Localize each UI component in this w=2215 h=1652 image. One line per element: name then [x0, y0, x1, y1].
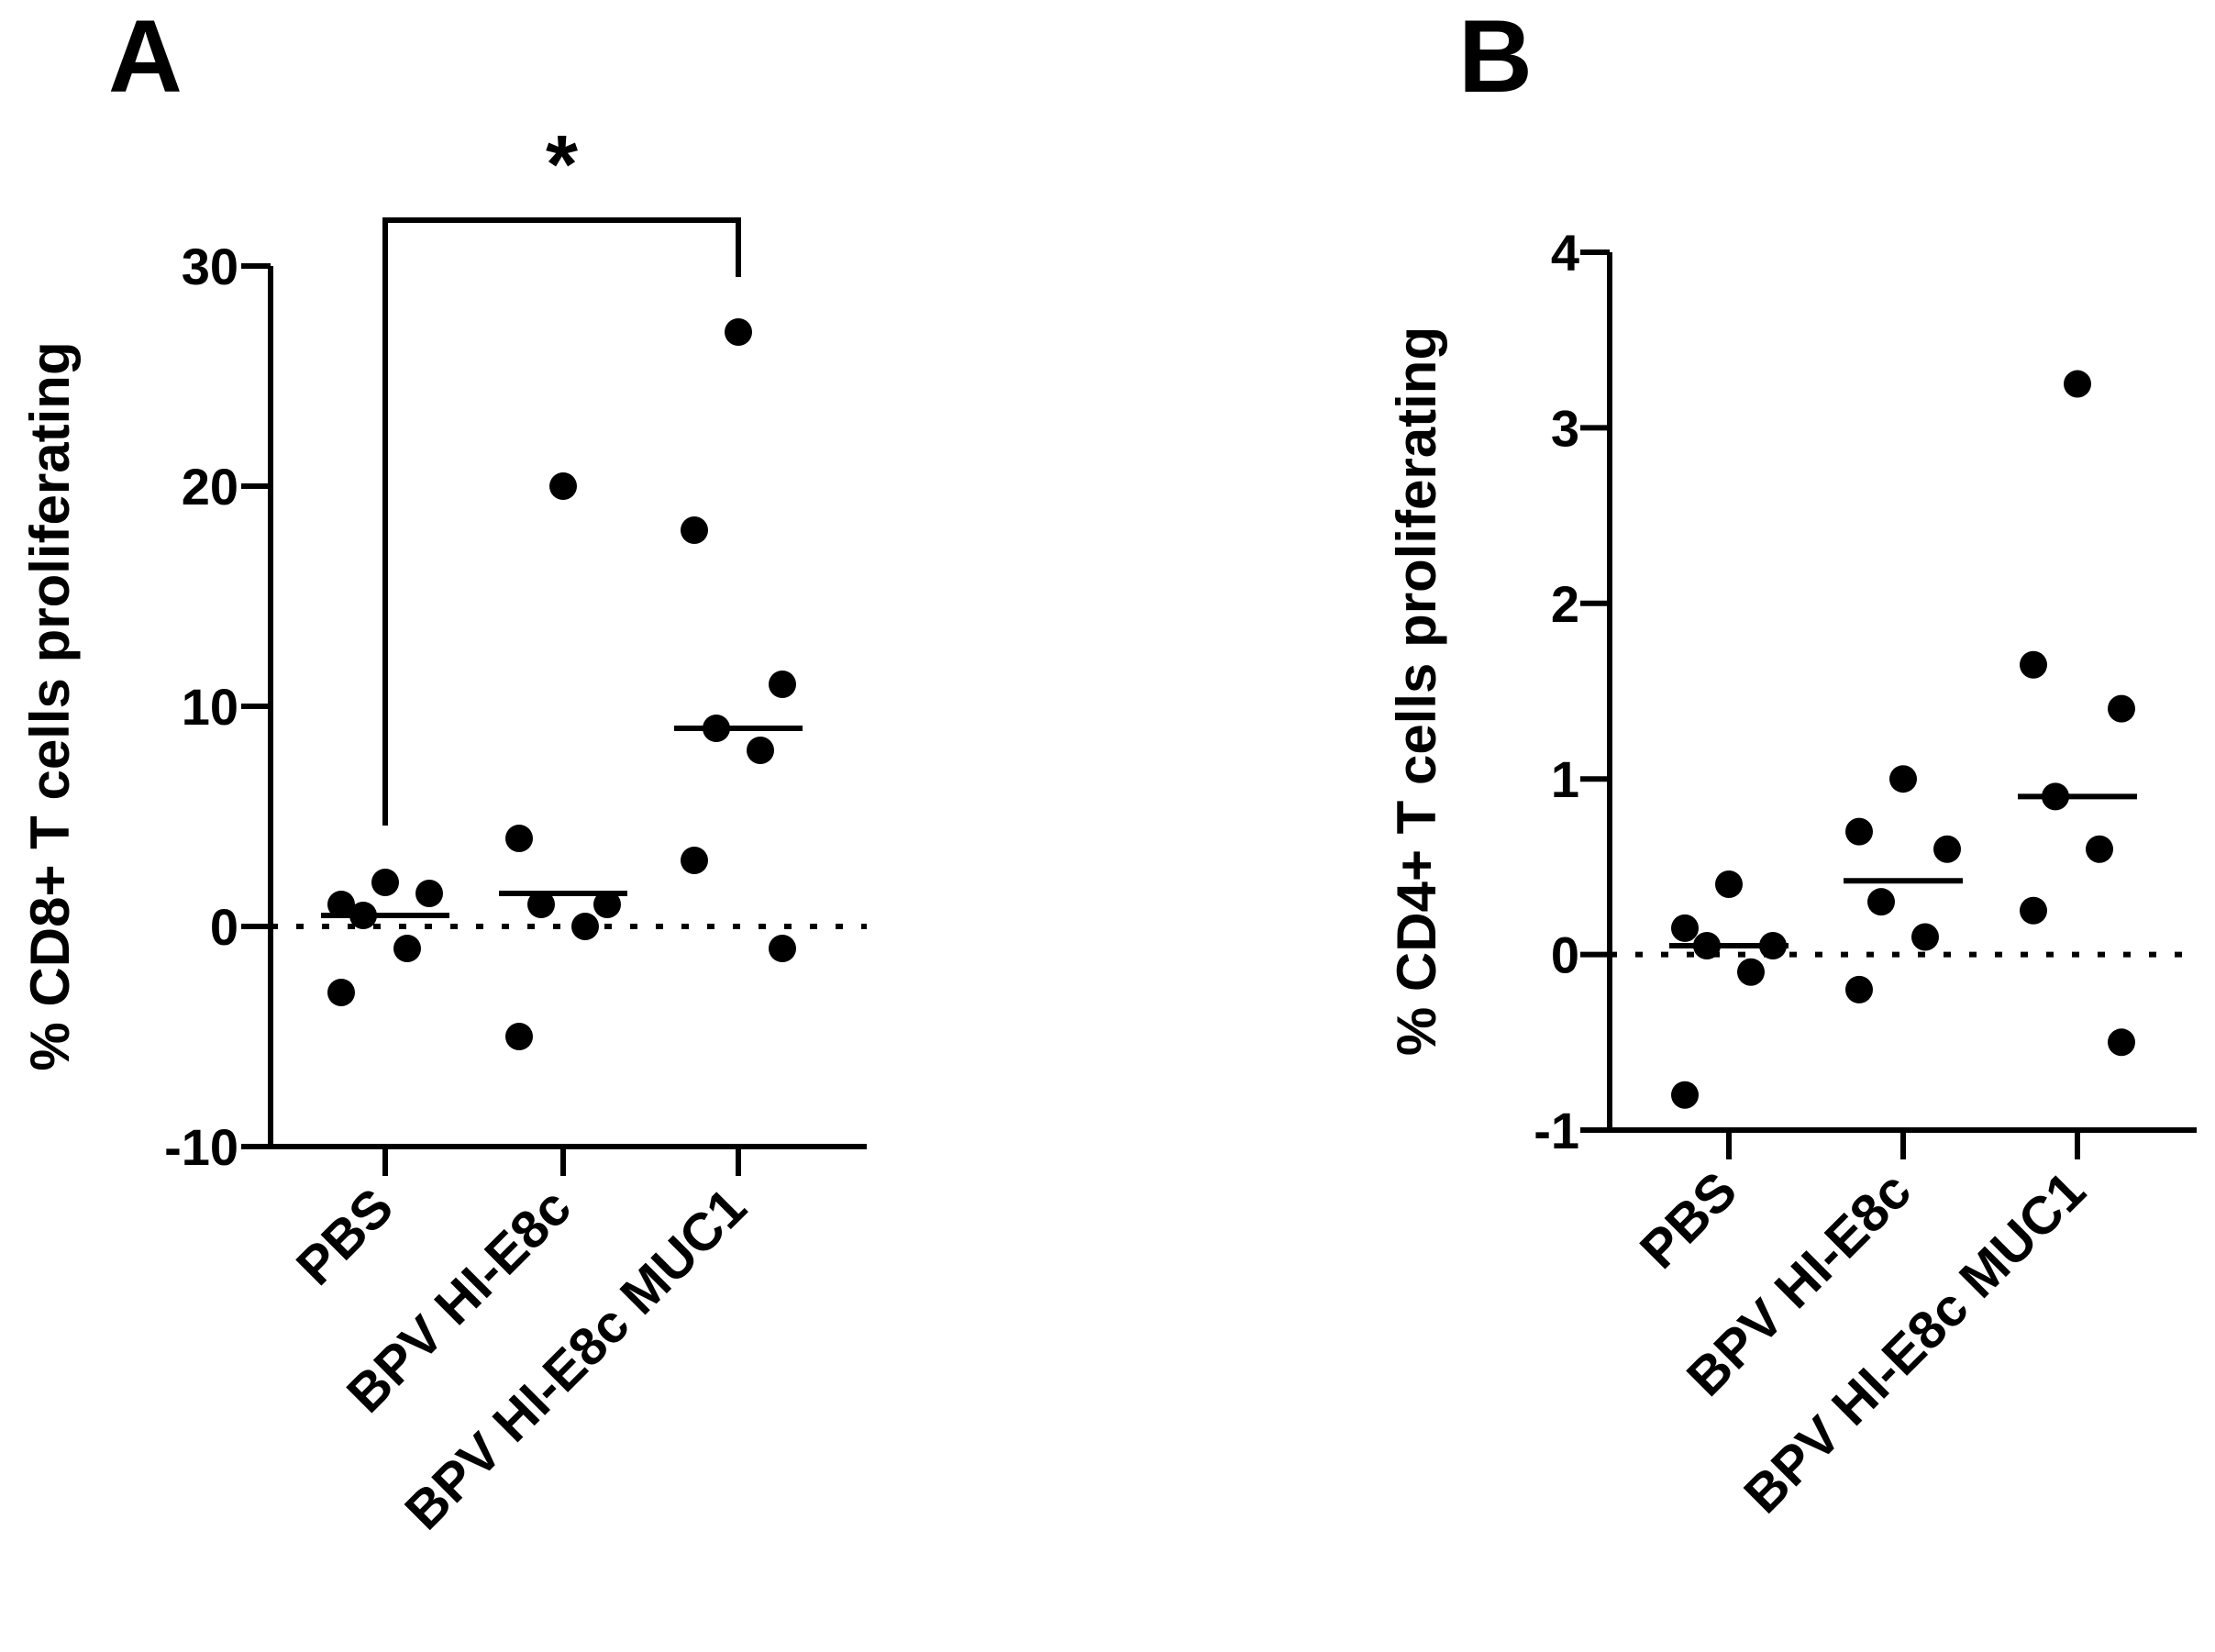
panel-b-data-point — [1715, 870, 1743, 899]
panel-a-y-tick-label: 10 — [182, 678, 238, 736]
panel-b-data-point — [2064, 370, 2091, 398]
panel-b-data-point — [2108, 1028, 2135, 1057]
panel-a-data-point — [505, 1023, 533, 1050]
panel-b-data-point — [1845, 817, 1873, 846]
panel-b-y-tick-label: 0 — [1551, 926, 1579, 984]
panel-a-y-tick-label: 20 — [182, 458, 238, 516]
panel-a-category-label: BPV HI-E8c MUC1 — [393, 1177, 758, 1541]
panel-a-data-point — [327, 891, 355, 918]
panel-a-data-point — [593, 891, 621, 918]
panel-a-y-tick-label: 0 — [210, 898, 238, 956]
panel-a-data-point — [681, 516, 708, 544]
panel-b-data-point — [2108, 694, 2135, 723]
panel-a-data-point — [393, 935, 421, 962]
panel-a-data-point — [571, 913, 599, 940]
panel-a-data-point — [747, 737, 774, 764]
panel-b-category-label: BPV HI-E8c MUC1 — [1733, 1160, 2097, 1524]
panel-b-data-point — [1671, 914, 1699, 942]
panel-a-y-tick-label: -10 — [164, 1118, 238, 1176]
panel-a-data-point — [371, 869, 399, 896]
panel-b-data-point — [1867, 888, 1895, 916]
panel-a-significance-label: * — [546, 119, 578, 211]
panel-a-data-point — [725, 318, 752, 346]
panel-b-data-point — [2086, 835, 2113, 863]
panel-a-data-point — [549, 472, 577, 500]
panel-a-significance-bracket — [382, 217, 741, 826]
panel-b-data-point — [1737, 958, 1765, 986]
panel-b-data-point — [1889, 765, 1917, 793]
panel-b-data-point — [1671, 1081, 1699, 1109]
panel-b-data-point — [2020, 650, 2047, 679]
panel-b-y-tick-label: -1 — [1534, 1102, 1579, 1159]
panel-b-y-axis-label: % CD4+ T cells proliferating — [1386, 327, 1447, 1056]
panel-b-y-tick-label: 2 — [1551, 575, 1579, 633]
panel-a-data-point — [681, 847, 708, 874]
panel-a-y-axis-label: % CD8+ T cells proliferating — [19, 341, 81, 1070]
panel-a-data-point — [505, 825, 533, 852]
panel-a-y-tick-label: 30 — [182, 238, 238, 295]
panel-b-data-point — [2020, 896, 2047, 925]
panel-b-y-tick-label: 3 — [1551, 399, 1579, 457]
panel-a-category-label: PBS — [285, 1177, 404, 1296]
panel-b-data-point — [1845, 975, 1873, 1003]
panel-b-letter: B — [1458, 0, 1533, 114]
panel-a-data-point — [415, 880, 443, 907]
panel-b-data-point — [1911, 923, 1939, 951]
panel-b-data-point — [1933, 835, 1961, 863]
panel-b-y-tick-label: 4 — [1551, 224, 1579, 282]
panel-a-data-point — [327, 979, 355, 1006]
panel-b-y-tick-label: 1 — [1551, 750, 1579, 808]
panel-a-data-point — [527, 891, 555, 918]
panel-a-data-point — [769, 935, 796, 962]
panel-a-letter: A — [108, 0, 183, 114]
panel-a-data-point — [769, 671, 796, 698]
panel-b-category-label: PBS — [1629, 1160, 1748, 1280]
